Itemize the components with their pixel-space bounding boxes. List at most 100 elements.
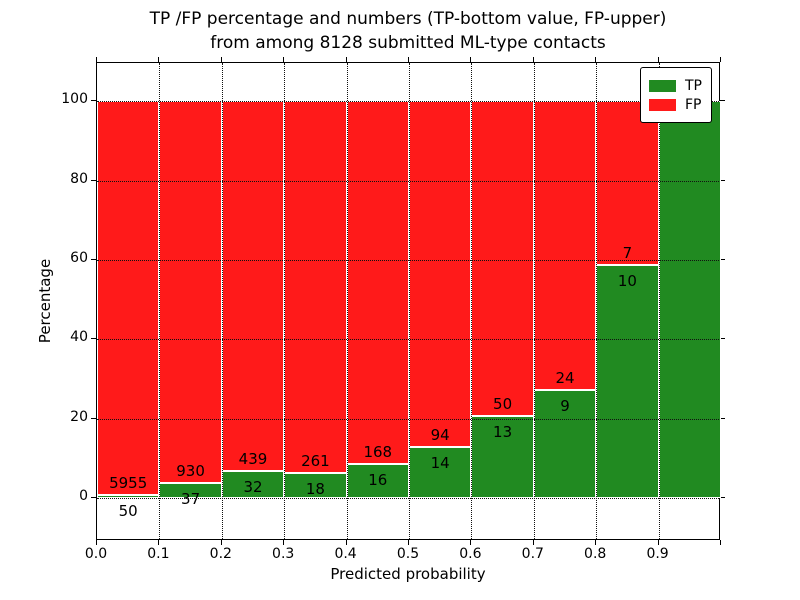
tp-count-label: 50 bbox=[118, 501, 138, 520]
fp-count-label: 50 bbox=[493, 395, 513, 414]
horizontal-gridline bbox=[97, 418, 719, 420]
tp-count-label: 16 bbox=[368, 470, 388, 489]
tp-count-label: 14 bbox=[430, 453, 450, 472]
horizontal-gridline bbox=[97, 259, 719, 261]
legend-item-tp: TP bbox=[649, 77, 702, 94]
fp-bar-segment bbox=[97, 101, 160, 495]
fp-swatch-icon bbox=[649, 98, 676, 111]
vertical-gridline bbox=[409, 63, 410, 539]
y-tick-mark-right bbox=[720, 417, 725, 419]
y-tick-mark-right bbox=[720, 338, 725, 340]
x-tick-mark-top bbox=[345, 57, 347, 62]
tp-bar-segment bbox=[284, 472, 347, 499]
tp-bar-segment bbox=[346, 463, 409, 499]
fp-count-label: 5955 bbox=[109, 473, 148, 492]
tp-swatch-icon bbox=[649, 79, 676, 92]
legend-item-fp: FP bbox=[649, 96, 702, 113]
x-tick-label: 0.3 bbox=[272, 546, 295, 562]
tp-bar-segment bbox=[658, 101, 721, 499]
x-tick-label: 0.2 bbox=[209, 546, 232, 562]
y-tick-label: 60 bbox=[70, 249, 88, 266]
fp-count-label: 24 bbox=[555, 368, 575, 387]
tp-bar-segment bbox=[533, 389, 597, 499]
fp-count-label: 261 bbox=[301, 451, 330, 470]
fp-bar-segment bbox=[471, 101, 534, 417]
x-tick-mark-top bbox=[96, 57, 97, 62]
tp-count-label: 10 bbox=[617, 271, 637, 290]
y-tick-mark bbox=[91, 100, 96, 102]
tp-count-label: 37 bbox=[181, 489, 201, 508]
x-axis-label: Predicted probability bbox=[330, 565, 486, 583]
x-tick-mark bbox=[283, 540, 285, 545]
tp-bar-segment bbox=[221, 471, 285, 499]
x-tick-mark bbox=[532, 540, 534, 545]
x-tick-mark-top bbox=[408, 57, 409, 62]
fp-count-label: 168 bbox=[363, 442, 393, 461]
chart-title-line2: from among 8128 submitted ML-type contac… bbox=[210, 33, 606, 53]
chart-title: TP /FP percentage and numbers (TP-bottom… bbox=[96, 7, 720, 55]
chart-title-line1: TP /FP percentage and numbers (TP-bottom… bbox=[149, 9, 667, 29]
horizontal-gridline bbox=[97, 498, 719, 500]
x-tick-mark bbox=[408, 540, 409, 545]
x-tick-mark bbox=[595, 540, 597, 545]
y-axis-label: Percentage bbox=[36, 258, 54, 344]
vertical-gridline bbox=[159, 63, 161, 539]
x-tick-mark-top bbox=[470, 57, 472, 62]
fp-count-label: 7 bbox=[622, 243, 633, 262]
vertical-gridline bbox=[346, 63, 348, 539]
fp-count-label: 930 bbox=[176, 461, 205, 480]
y-tick-label: 100 bbox=[61, 91, 88, 108]
tp-count-label: 18 bbox=[305, 479, 325, 498]
x-tick-label: 0.0 bbox=[84, 546, 108, 562]
horizontal-gridline bbox=[97, 180, 719, 182]
y-tick-label: 80 bbox=[70, 170, 88, 187]
plot-area: 5955 50 930 37 439 32 261 18 168 16 94 14 50 13 24 9 7 10… bbox=[96, 62, 721, 540]
vertical-gridline bbox=[284, 63, 286, 539]
x-tick-mark-top bbox=[532, 57, 534, 62]
tp-bar-segment bbox=[97, 494, 160, 499]
tp-count-label: 9 bbox=[560, 396, 570, 415]
fp-bar-segment bbox=[284, 101, 347, 473]
y-tick-label: 20 bbox=[70, 408, 88, 425]
x-tick-mark bbox=[657, 540, 659, 545]
y-tick-mark-right bbox=[720, 100, 725, 102]
y-tick-label: 0 bbox=[79, 488, 88, 505]
fp-bar-segment bbox=[596, 101, 659, 265]
y-tick-mark bbox=[91, 417, 96, 419]
tp-count-label: 13 bbox=[493, 423, 513, 442]
vertical-gridline bbox=[221, 63, 223, 539]
fp-bar-segment bbox=[409, 101, 472, 447]
y-tick-mark bbox=[91, 258, 96, 260]
fp-bar-segment bbox=[221, 101, 285, 472]
vertical-gridline bbox=[658, 63, 660, 539]
y-tick-mark bbox=[91, 497, 96, 499]
x-tick-mark bbox=[720, 540, 721, 545]
x-tick-mark bbox=[96, 540, 97, 545]
fp-bar-segment bbox=[159, 101, 222, 483]
x-tick-mark bbox=[470, 540, 472, 545]
x-tick-mark bbox=[345, 540, 347, 545]
x-tick-label: 0.6 bbox=[459, 546, 482, 562]
tp-bar-segment bbox=[409, 446, 472, 499]
tp-bar-segment bbox=[596, 264, 659, 499]
horizontal-gridline bbox=[97, 339, 719, 341]
fp-count-label: 94 bbox=[430, 425, 450, 444]
x-tick-label: 0.1 bbox=[147, 546, 170, 562]
x-tick-mark-top bbox=[283, 57, 285, 62]
y-tick-mark-right bbox=[720, 179, 725, 181]
tp-count-label: 32 bbox=[243, 478, 263, 497]
horizontal-gridline bbox=[97, 101, 719, 103]
fp-bar-segment bbox=[533, 101, 597, 390]
x-tick-label: 0.9 bbox=[646, 546, 669, 562]
x-tick-mark bbox=[220, 540, 222, 545]
x-tick-mark bbox=[158, 540, 160, 545]
x-tick-label: 0.5 bbox=[396, 546, 420, 562]
fp-count-label: 439 bbox=[238, 450, 268, 469]
x-tick-mark-top bbox=[158, 57, 160, 62]
vertical-gridline bbox=[471, 63, 473, 539]
legend: TP FP bbox=[640, 67, 712, 123]
x-tick-label: 0.8 bbox=[584, 546, 607, 562]
y-tick-mark-right bbox=[720, 258, 725, 260]
x-tick-mark-top bbox=[595, 57, 597, 62]
x-tick-mark-top bbox=[657, 57, 659, 62]
